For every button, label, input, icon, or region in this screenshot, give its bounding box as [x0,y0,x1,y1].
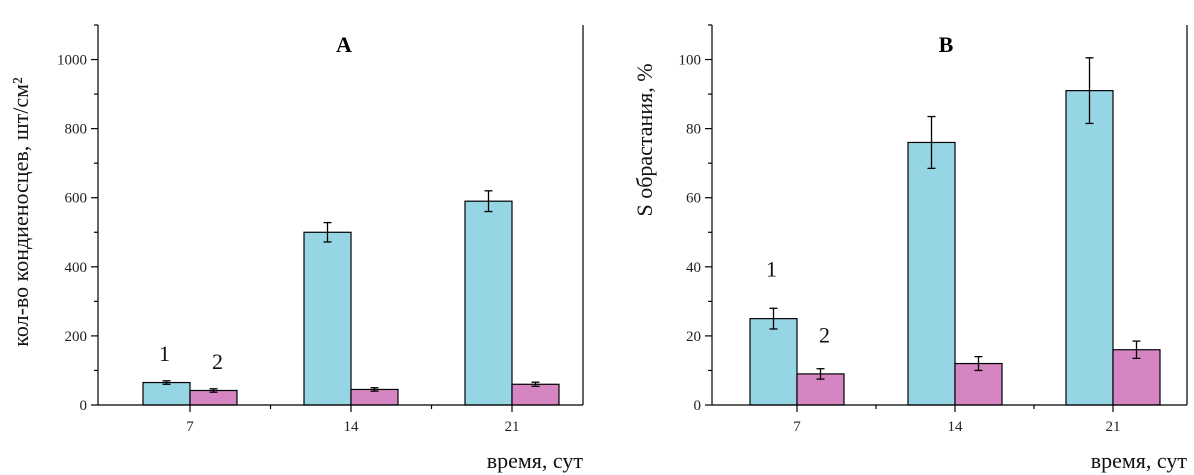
panel-b-bar-s1-7 [749,318,798,406]
panel-b-x-tick-label-14: 14 [948,419,964,435]
panel-a-y-tick-label-600: 600 [65,191,88,207]
panel-b-bar-s1-21 [1065,90,1114,406]
panel-b-y-tick-label-20: 20 [686,329,701,345]
panel-a-y-tick-label-0: 0 [80,398,88,414]
panel-b-x-tick-label-21: 21 [1106,419,1121,435]
panel-a-y-tick-label-1000: 1000 [57,53,87,69]
panel-b-y-tick-label-80: 80 [686,122,701,138]
panel-a-bar-s1-21 [464,200,513,406]
panel-a-y-tick-label-400: 400 [65,260,88,276]
panel-a-x-tick-label-14: 14 [344,419,360,435]
panel-a-x-tick-label-7: 7 [186,419,194,435]
panel-a: A время, сут кол-во кондиеносцев, шт/см²… [8,24,584,473]
panel-b-series-label-1: 1 [766,256,777,281]
panel-a-y-tick-label-200: 200 [65,329,88,345]
panel-b-bar-s1-14 [907,141,956,406]
panel-b-y-axis-label: S обрастания, % [632,63,657,216]
panel-b-y-tick-label-0: 0 [694,398,702,414]
panel-b-y-tick-label-40: 40 [686,260,701,276]
panel-a-bar-s2-21 [511,383,560,406]
panel-b-y-tick-label-100: 100 [679,53,702,69]
panel-a-bar-s1-14 [303,231,352,406]
panel-a-y-tick-label-800: 800 [65,122,88,138]
panel-b-series-label-2: 2 [819,323,830,348]
panel-b: B время, сут S обрастания, % 12020406080… [632,24,1188,473]
panel-a-title: A [336,32,352,57]
panel-a-y-axis-label: кол-во кондиеносцев, шт/см² [8,77,33,347]
panel-b-x-axis-label: время, сут [1091,448,1188,473]
panel-a-series-label-2: 2 [212,349,223,374]
panel-a-x-axis-label: время, сут [487,448,584,473]
panel-b-title: B [939,32,954,57]
panel-a-series-label-1: 1 [159,341,170,366]
panel-b-y-tick-label-60: 60 [686,191,701,207]
panel-a-bar-s1-7 [142,381,191,406]
panel-b-x-tick-label-7: 7 [793,419,801,435]
panel-a-x-tick-label-21: 21 [505,419,520,435]
